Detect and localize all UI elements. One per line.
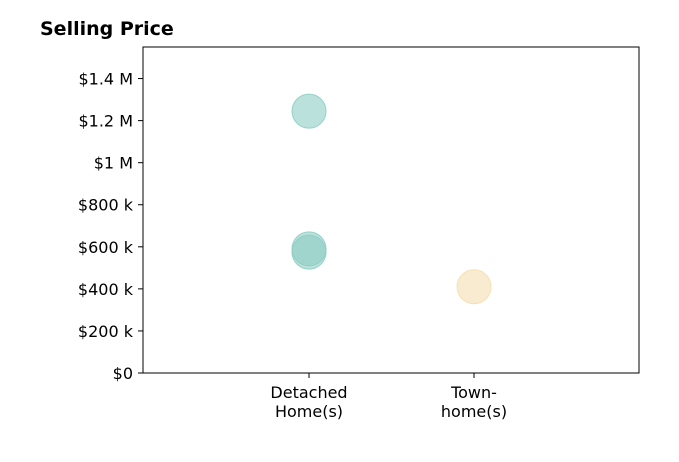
y-tick-label: $0 xyxy=(113,364,133,383)
y-tick-label: $800 k xyxy=(78,196,134,215)
x-tick-label: Home(s) xyxy=(275,402,343,421)
y-tick-label: $400 k xyxy=(78,280,134,299)
x-tick-label: Detached xyxy=(270,383,347,402)
y-tick-label: $1.2 M xyxy=(78,112,133,131)
y-tick-label: $600 k xyxy=(78,238,134,257)
x-tick-label: home(s) xyxy=(441,402,507,421)
plot-area xyxy=(142,46,640,374)
y-tick-label: $200 k xyxy=(78,322,134,341)
data-point xyxy=(291,234,327,270)
x-tick-label: Town- xyxy=(450,383,497,402)
y-tick-label: $1.4 M xyxy=(78,70,133,89)
data-point xyxy=(291,93,327,129)
chart-title: Selling Price xyxy=(40,18,174,40)
data-point xyxy=(456,269,492,305)
y-tick-label: $1 M xyxy=(94,154,133,173)
